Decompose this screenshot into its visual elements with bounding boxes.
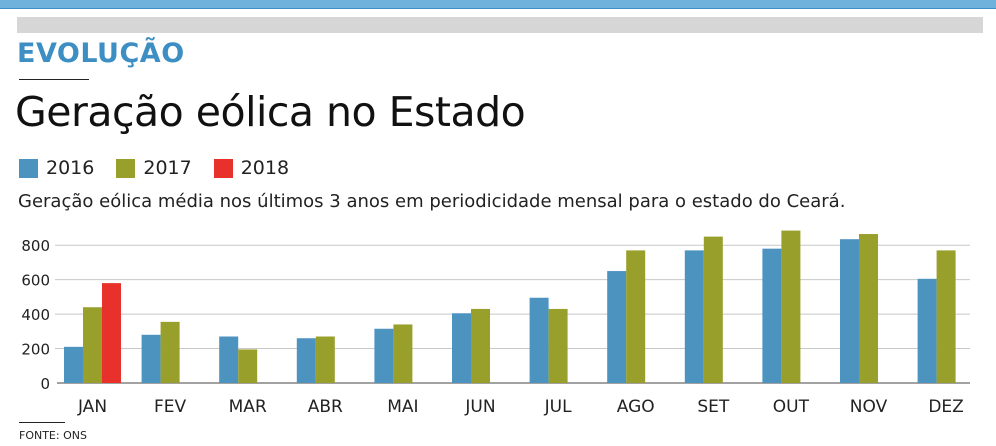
bar-dez-2017	[936, 250, 956, 383]
bar-fev-2017	[160, 321, 180, 383]
bar-mai-2017	[393, 324, 413, 383]
y-tick-label-800: 800	[21, 237, 50, 255]
chart-legend: 2016 2017 2018	[19, 157, 311, 179]
legend-label-2018: 2018	[240, 157, 290, 179]
legend-swatch-2016	[19, 158, 38, 178]
x-tick-label-dez: DEZ	[928, 397, 963, 417]
y-tick-label-200: 200	[21, 341, 50, 359]
x-tick-label-jan: JAN	[77, 397, 107, 417]
x-tick-label-abr: ABR	[308, 397, 343, 417]
legend-swatch-2018	[213, 158, 233, 178]
bar-nov-2016	[840, 239, 859, 383]
bar-set-2016	[684, 250, 704, 383]
x-tick-label-out: OUT	[773, 397, 810, 417]
x-tick-label-mar: MAR	[229, 397, 267, 417]
x-tick-label-mai: MAI	[387, 397, 418, 417]
legend-swatch-2017	[116, 158, 136, 178]
bar-mai-2016	[374, 328, 394, 383]
chart-title: Geração eólica no Estado	[15, 88, 526, 136]
bar-ago-2016	[607, 271, 627, 383]
bar-abr-2016	[296, 338, 316, 383]
legend-label-2016: 2016	[46, 157, 95, 179]
bar-set-2017	[703, 236, 723, 383]
x-tick-label-set: SET	[697, 397, 730, 417]
header-band	[17, 17, 983, 33]
bar-abr-2017	[315, 336, 335, 383]
bar-out-2016	[762, 248, 782, 383]
chart-subtitle: Geração eólica média nos últimos 3 anos …	[18, 191, 846, 212]
x-tick-label-fev: FEV	[154, 397, 187, 417]
bar-jan-2018	[102, 283, 121, 383]
y-tick-label-0: 0	[40, 375, 50, 393]
bar-mar-2016	[219, 336, 239, 383]
legend-label-2017: 2017	[143, 157, 192, 179]
x-tick-label-jul: JUL	[544, 397, 572, 417]
legend-item-2016: 2016	[19, 157, 94, 179]
bar-jan-2017	[83, 307, 102, 383]
top-accent-rule	[0, 0, 996, 9]
bar-fev-2016	[141, 334, 161, 383]
bar-jun-2017	[471, 308, 490, 383]
y-tick-label-600: 600	[21, 272, 50, 290]
bar-out-2017	[781, 230, 801, 383]
y-tick-label-400: 400	[21, 306, 50, 324]
bar-jul-2017	[548, 308, 568, 383]
x-tick-label-ago: AGO	[617, 397, 655, 417]
legend-item-2018: 2018	[213, 157, 290, 179]
kicker-divider	[19, 79, 89, 80]
bar-mar-2017	[238, 349, 258, 383]
bar-jun-2016	[452, 313, 471, 383]
bar-jan-2016	[64, 346, 83, 383]
x-tick-label-jun: JUN	[464, 397, 495, 417]
section-kicker: EVOLUÇÃO	[17, 38, 185, 69]
bar-jul-2016	[529, 297, 549, 383]
source-note: FONTE: ONS	[19, 429, 87, 442]
bar-ago-2017	[626, 250, 646, 383]
bar-dez-2016	[917, 278, 937, 383]
legend-item-2017: 2017	[116, 157, 192, 179]
bar-nov-2017	[859, 234, 878, 383]
source-divider	[19, 422, 65, 423]
x-tick-label-nov: NOV	[850, 397, 888, 417]
